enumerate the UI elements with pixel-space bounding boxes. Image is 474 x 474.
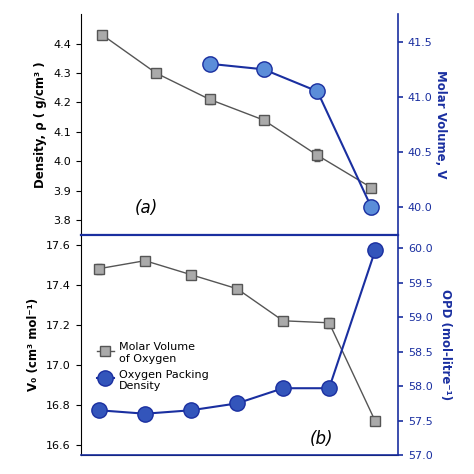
Y-axis label: Molar Volume, V: Molar Volume, V — [434, 70, 447, 179]
Y-axis label: OPD (mol-litre⁻¹): OPD (mol-litre⁻¹) — [439, 289, 452, 401]
Y-axis label: V₀ (cm³ mol⁻¹): V₀ (cm³ mol⁻¹) — [27, 298, 40, 392]
Text: (a): (a) — [135, 199, 158, 217]
Text: (b): (b) — [309, 430, 333, 448]
Y-axis label: Density, ρ ( g/cm³ ): Density, ρ ( g/cm³ ) — [35, 61, 47, 188]
Legend: Molar Volume
of Oxygen, Oxygen Packing
Density: Molar Volume of Oxygen, Oxygen Packing D… — [92, 338, 213, 396]
